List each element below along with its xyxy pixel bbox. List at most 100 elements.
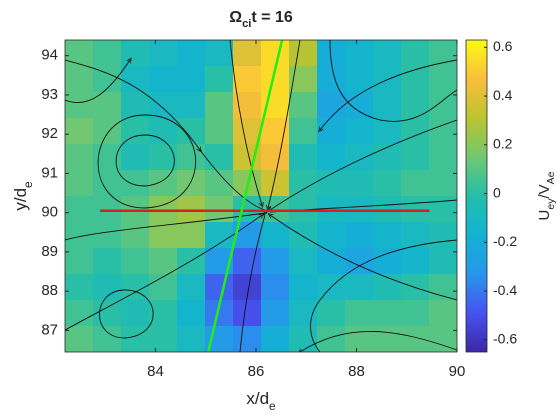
heatmap-cell (233, 326, 262, 352)
heatmap-cell (93, 326, 122, 352)
heatmap-cell (401, 66, 430, 93)
heatmap-cell (345, 144, 374, 171)
heatmap-cell (345, 92, 374, 119)
heatmap-cell (177, 66, 206, 93)
heatmap-cell (261, 248, 290, 275)
heatmap-cell (65, 66, 94, 93)
heatmap-cell (289, 118, 318, 145)
heatmap-cell (345, 40, 374, 67)
heatmap-cell (65, 118, 94, 145)
label-text: y/d (11, 188, 30, 211)
heatmap-cell (149, 92, 178, 119)
y-tick-label: 89 (41, 243, 58, 260)
label-subscript: Ae (545, 171, 557, 184)
heatmap-cell (289, 274, 318, 301)
heatmap-cell (93, 144, 122, 171)
label-subscript: ey (545, 198, 557, 210)
heatmap-cell (65, 170, 94, 197)
heatmap-cell (177, 222, 206, 249)
heatmap-cell (429, 118, 457, 145)
heatmap-cell (261, 118, 290, 145)
label-text: t = 16 (251, 9, 292, 26)
heatmap-cell (177, 118, 206, 145)
heatmap-cell (93, 40, 122, 67)
heatmap-cell (317, 92, 346, 119)
heatmap-cell (177, 248, 206, 275)
heatmap-cell (317, 196, 346, 223)
heatmap-cell (65, 92, 94, 119)
y-tick-label: 93 (41, 86, 58, 103)
heatmap-cell (345, 326, 374, 352)
heatmap-cell (345, 222, 374, 249)
heatmap-cell (317, 222, 346, 249)
heatmap-cell (93, 118, 122, 145)
heatmap-cell (205, 118, 234, 145)
heatmap-cell (401, 326, 430, 352)
heatmap-cell (233, 248, 262, 275)
heatmap-cell (289, 144, 318, 171)
heatmap-cell (345, 118, 374, 145)
heatmap-cell (373, 144, 402, 171)
heatmap-cell (177, 196, 206, 223)
heatmap-cell (261, 40, 290, 67)
heatmap-cell (177, 170, 206, 197)
heatmap-cell (93, 248, 122, 275)
heatmap-cell (429, 248, 457, 275)
heatmap-cell (289, 170, 318, 197)
heatmap-cell (121, 196, 150, 223)
overlay-line (207, 40, 284, 352)
heatmap-cell (373, 274, 402, 301)
label-text: U (536, 210, 553, 221)
heatmap-cell (177, 274, 206, 301)
heatmap-cell (429, 40, 457, 67)
heatmap-cell (373, 92, 402, 119)
heatmap-cell (429, 66, 457, 93)
label-text: x/d (246, 389, 269, 408)
y-axis-label: y/de (11, 181, 35, 211)
heatmap-cell (149, 300, 178, 327)
heatmap-cell (373, 196, 402, 223)
heatmap-cell (121, 40, 150, 67)
colorbar-label: Uey/VAe (536, 171, 557, 220)
heatmap-cell (317, 66, 346, 93)
heatmap-cell (401, 170, 430, 197)
heatmap-cell (401, 144, 430, 171)
heatmap-cell (65, 248, 94, 275)
heatmap-cell (429, 170, 457, 197)
heatmap-cell (401, 248, 430, 275)
heatmap-cell (205, 92, 234, 119)
y-tick-label: 88 (41, 282, 58, 299)
heatmap-cell (401, 40, 430, 67)
x-tick-label: 84 (147, 363, 164, 380)
heatmap-cell (289, 300, 318, 327)
heatmap-cell (121, 326, 150, 352)
heatmap-cell (317, 144, 346, 171)
heatmap-cell (233, 118, 262, 145)
heatmap (65, 40, 457, 352)
label-text: /V (536, 184, 553, 198)
heatmap-cell (289, 222, 318, 249)
heatmap-cell (121, 144, 150, 171)
x-axis-label: x/de (246, 389, 276, 413)
heatmap-cell (121, 118, 150, 145)
heatmap-cell (149, 222, 178, 249)
colorbar (465, 39, 488, 353)
heatmap-cell (429, 144, 457, 171)
y-tick-label: 87 (41, 321, 58, 338)
y-tick-label: 94 (41, 47, 58, 64)
colorbar-tick-label: 0.6 (493, 38, 513, 54)
heatmap-cell (317, 300, 346, 327)
heatmap-cell (65, 222, 94, 249)
heatmap-cell (345, 66, 374, 93)
heatmap-cell (373, 326, 402, 352)
heatmap-cell (289, 40, 318, 67)
colorbar-tick-label: -0.2 (493, 233, 517, 249)
heatmap-cell (261, 144, 290, 171)
heatmap-cell (317, 118, 346, 145)
colorbar-tick-label: -0.6 (493, 331, 517, 347)
heatmap-cell (317, 326, 346, 352)
heatmap-cell (121, 222, 150, 249)
heatmap-cell (373, 170, 402, 197)
y-tick-label: 92 (41, 125, 58, 142)
